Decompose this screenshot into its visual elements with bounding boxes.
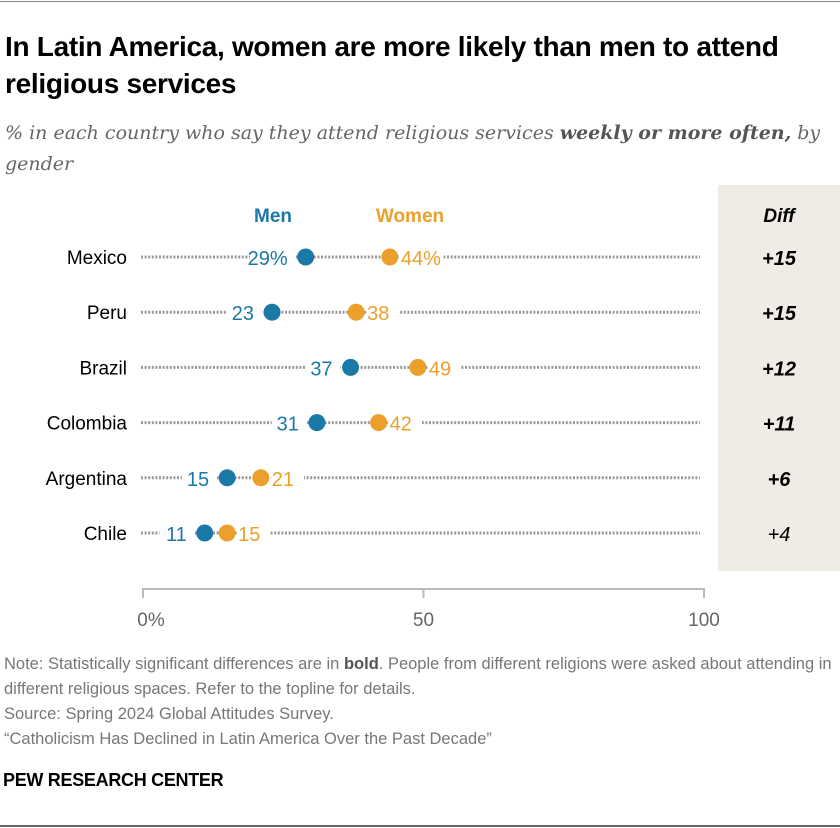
- label-mask: [249, 245, 296, 269]
- label-mask: [305, 355, 341, 380]
- label-mask: [270, 465, 305, 490]
- label-mask: [271, 410, 307, 435]
- country-label: Peru: [87, 303, 127, 324]
- men-dot: [196, 524, 214, 542]
- men-dot: [308, 414, 326, 432]
- country-label: Mexico: [67, 248, 127, 269]
- women-dot: [347, 303, 365, 321]
- men-dot: [342, 358, 360, 376]
- diff-value: +15: [762, 303, 797, 325]
- x-tick-label: 100: [688, 610, 720, 631]
- chart-subtitle: % in each country who say they attend re…: [5, 118, 835, 180]
- diff-value: +11: [763, 414, 795, 436]
- x-tick-label: 0%: [137, 610, 165, 631]
- x-tick-label: 50: [413, 610, 434, 631]
- dot-plot: Diff Men Women Mexico 29% 44% +15 Peru 23 38 +15 Br…: [46, 185, 840, 631]
- women-value-label: 21: [272, 469, 294, 491]
- label-mask: [226, 300, 263, 325]
- women-dot: [381, 248, 399, 266]
- top-rule: [0, 1, 840, 2]
- men-value-label: 31: [277, 414, 299, 436]
- women-value-label: 49: [429, 358, 451, 380]
- men-value-label: 23: [232, 303, 254, 325]
- diff-value: +4: [768, 524, 791, 546]
- women-dot: [409, 358, 427, 376]
- diff-panel: [718, 185, 840, 571]
- women-dot: [218, 524, 236, 542]
- women-value-label: 15: [238, 524, 260, 546]
- men-dot: [218, 469, 236, 487]
- men-value-label: 29%: [248, 248, 288, 270]
- chart-title: In Latin America, women are more likely …: [5, 31, 779, 99]
- women-dot: [252, 469, 270, 487]
- notes: Note: Statistically significant differen…: [4, 652, 840, 752]
- report-title: “Catholicism Has Declined in Latin Ameri…: [4, 730, 492, 748]
- subtitle-text: % in each country who say they attend re…: [5, 122, 560, 144]
- note-text: Note: Statistically significant differen…: [4, 655, 832, 698]
- subtitle-bold: weekly or more often,: [559, 122, 792, 144]
- men-dot: [263, 303, 281, 321]
- men-value-label: 37: [310, 358, 332, 380]
- label-mask: [237, 521, 271, 545]
- country-label: Chile: [84, 524, 127, 545]
- country-label: Brazil: [79, 358, 127, 379]
- men-value-label: 15: [187, 469, 209, 491]
- diff-header: Diff: [763, 206, 796, 227]
- bottom-rule: [0, 825, 840, 827]
- legend-men: Men: [254, 206, 292, 227]
- country-label: Argentina: [46, 469, 128, 490]
- men-dot: [297, 248, 315, 266]
- legend-women: Women: [376, 206, 444, 227]
- label-mask: [159, 521, 195, 545]
- women-value-label: 38: [367, 303, 389, 325]
- diff-value: +6: [768, 469, 792, 491]
- label-mask: [399, 245, 444, 269]
- country-label: Colombia: [47, 414, 128, 435]
- label-mask: [388, 410, 422, 435]
- women-value-label: 44%: [401, 248, 441, 270]
- label-mask: [181, 465, 218, 490]
- label-mask: [366, 300, 400, 325]
- pew-logo-text: PEW RESEARCH CENTER: [3, 770, 224, 790]
- women-dot: [370, 414, 388, 432]
- diff-value: +15: [762, 248, 797, 270]
- subtitle-text-end: by gender: [5, 122, 821, 175]
- women-value-label: 42: [390, 414, 412, 436]
- source-text: Source: Spring 2024 Global Attitudes Sur…: [4, 705, 334, 723]
- diff-value: +12: [762, 358, 796, 380]
- men-value-label: 11: [166, 524, 187, 546]
- label-mask: [427, 355, 462, 380]
